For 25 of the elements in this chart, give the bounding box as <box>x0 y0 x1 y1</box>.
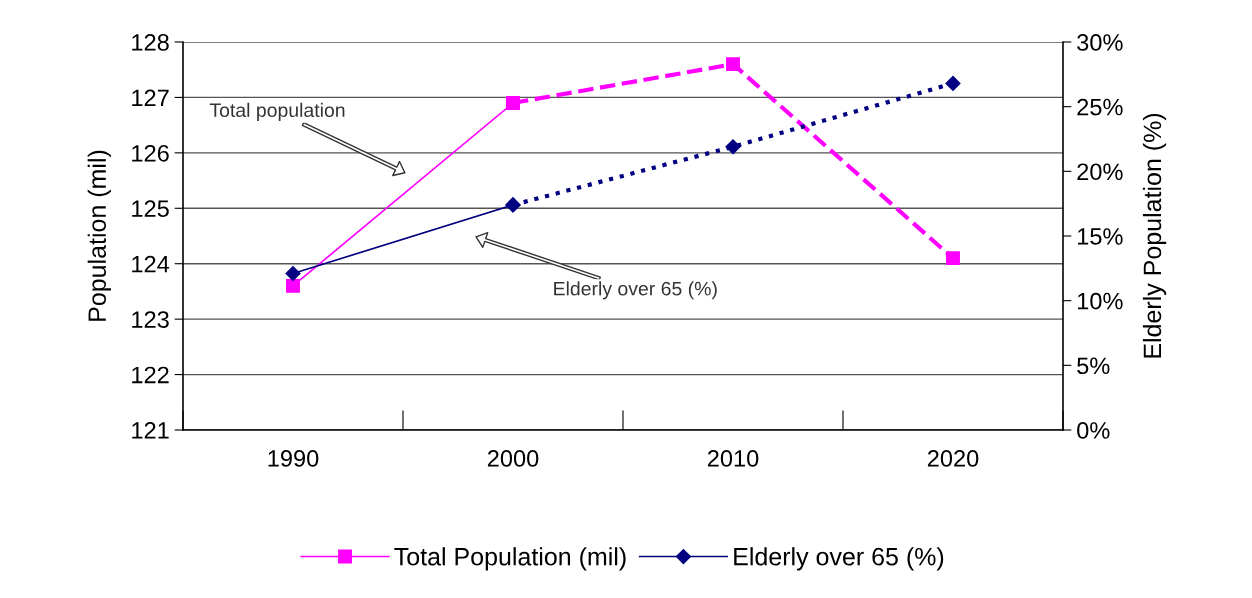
y2-tick-label: 20% <box>1077 163 1123 181</box>
legend-label: Total Population (mil) <box>394 547 626 571</box>
y-tick-label: 125 <box>132 200 169 218</box>
x-tick-label: 2020 <box>927 450 979 467</box>
y-tick-label: 122 <box>132 366 169 384</box>
y2-tick-label: 10% <box>1077 292 1123 310</box>
annotation: Elderly over 65 (%) <box>554 281 717 300</box>
legend-label: Elderly over 65 (%) <box>734 547 944 571</box>
x-tick-label: 2010 <box>707 450 759 467</box>
y2-tick-label: 5% <box>1077 357 1110 375</box>
y2-axis-title: Elderly Population (%) <box>1142 113 1167 358</box>
y-tick-label: 124 <box>132 255 170 273</box>
y-axis-title: Population (mil) <box>87 150 111 321</box>
y-tick-label: 123 <box>132 311 169 328</box>
y2-tick-label: 0% <box>1077 422 1110 439</box>
y-tick-label: 126 <box>132 144 169 162</box>
y2-tick-label: 15% <box>1077 228 1123 245</box>
x-tick-label: 1990 <box>268 450 319 467</box>
y-tick-label: 128 <box>132 34 169 51</box>
annotation: Total population <box>209 102 345 121</box>
y-tick-label: 127 <box>132 89 169 106</box>
y-tick-label: 121 <box>132 422 169 439</box>
x-tick-label: 2000 <box>487 450 539 467</box>
y2-tick-label: 25% <box>1077 98 1123 116</box>
y2-tick-label: 30% <box>1077 34 1123 51</box>
